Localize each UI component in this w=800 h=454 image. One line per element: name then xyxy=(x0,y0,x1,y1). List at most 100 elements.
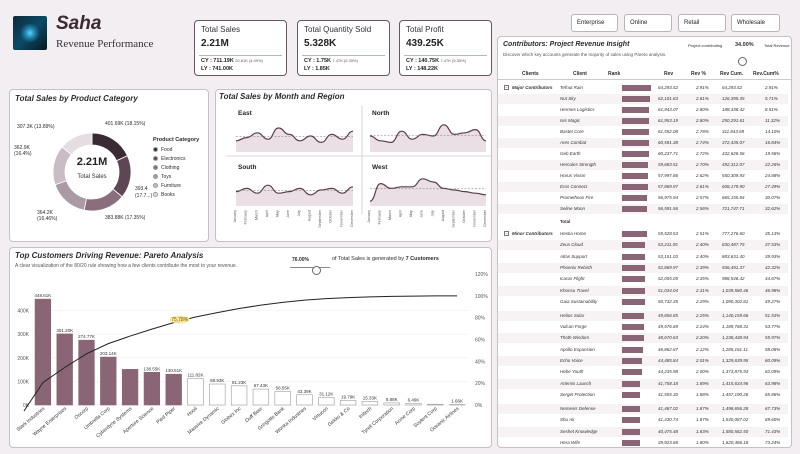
table-row[interactable]: Hera Wife 39,923.68 1.80% 1,620,486.18 73.24… xyxy=(498,438,788,447)
table-row[interactable]: Icarus Flight 52,055.05 2.35% 988,546.42 44.… xyxy=(498,274,788,284)
table-row[interactable]: Apollo Expansion 46,862.67 2.12% 1,285,161.… xyxy=(498,345,788,355)
cell-rev-cum-pct: 67.73% xyxy=(765,405,781,411)
table-row[interactable]: Echo Voice 44,485.84 2.01% 1,329,639.95 60.0… xyxy=(498,356,788,366)
cell-client: Isis Magic xyxy=(560,118,581,123)
y2-tick-label: 100% xyxy=(475,294,488,300)
col-rank[interactable]: Rank xyxy=(608,71,621,77)
cell-client: Gaia Sustainability xyxy=(560,298,598,304)
col-rev-cum[interactable]: Rev Cum. xyxy=(720,71,744,77)
table-row[interactable]: Hercules Strength 59,683.51 2.70% 492,312.0… xyxy=(498,160,788,170)
cell-rev-pct: 2.80% xyxy=(696,107,709,112)
table-group-row[interactable]: − Major Contributors xyxy=(498,83,788,93)
y2-tick-label: 120% xyxy=(475,272,488,278)
cell-rev-cum: 1,580,562.50 xyxy=(722,428,749,434)
table-row[interactable]: Hestia Home 55,528.53 2.51% 777,276.60 35.13… xyxy=(498,229,788,239)
cell-rev: 61,552.08 xyxy=(658,129,679,134)
bar-value-label: 203.14K xyxy=(100,351,117,356)
legend-item[interactable]: Furniture xyxy=(153,181,209,190)
table-row[interactable]: Atlas Support 53,151.03 2.40% 883,631.40 39.… xyxy=(498,252,788,262)
table-row[interactable]: Gaia Sustainability 50,732.35 2.29% 1,090,3… xyxy=(498,297,788,307)
table-group-row[interactable]: − Minor Contributors xyxy=(498,229,788,239)
table-row[interactable]: Nemesis Defense 41,467.02 1.87% 1,498,656.2… xyxy=(498,403,788,414)
region-panel-north: North xyxy=(369,110,487,152)
legend-item[interactable]: Electronics xyxy=(153,154,209,163)
cell-rev: 51,034.04 xyxy=(658,287,679,293)
table-row[interactable]: Isis Magic 61,953.19 2.80% 250,291.61 11.32% xyxy=(498,116,788,126)
legend-label: Furniture xyxy=(161,182,182,189)
cell-rev-cum: 311,843.69 xyxy=(722,129,745,134)
month-tick-label: February xyxy=(378,210,382,225)
region-area xyxy=(236,185,353,206)
cell-rev-cum: 250,291.61 xyxy=(722,118,745,123)
pareto-slider-handle[interactable] xyxy=(312,266,321,275)
rank-bar xyxy=(622,264,646,271)
legend-item[interactable]: Clothing xyxy=(153,163,209,172)
legend-item[interactable]: Books xyxy=(153,190,209,199)
col-rev[interactable]: Rev xyxy=(664,71,674,77)
table-row[interactable]: Serget Protection 41,555.30 1.88% 1,457,190… xyxy=(498,390,788,400)
region-panel-title: East xyxy=(238,110,253,117)
table-row[interactable]: Shu Air 41,430.74 1.87% 1,540,087.02 69.60% xyxy=(498,415,788,425)
cell-rev-cum: 432,628.56 xyxy=(722,151,745,156)
region-area xyxy=(370,178,486,206)
segment-retail-button[interactable]: Retail xyxy=(678,14,726,32)
table-row[interactable]: Prometheus Fire 56,975.94 2.57% 665,155.84 3… xyxy=(498,193,788,203)
table-row[interactable]: Vulcan Forge 49,576.69 2.24% 1,189,768.31 53… xyxy=(498,322,788,332)
donut-center-label: Total Sales xyxy=(77,174,107,180)
category-donut-card: Total Sales by Product Category 2.21M To… xyxy=(9,89,209,242)
legend-label: Books xyxy=(161,191,175,198)
collapse-icon[interactable]: − xyxy=(504,231,509,236)
cell-rev-cum-pct: 49.27% xyxy=(765,298,781,304)
cell-client: Hermes Logistics xyxy=(560,107,595,112)
cell-rev: 61,943.07 xyxy=(658,107,679,112)
table-row[interactable]: Geb Earth 60,237.71 2.72% 432,628.56 19.56% xyxy=(498,149,788,159)
legend-dot-icon xyxy=(153,174,158,179)
segment-wholesale-button[interactable]: Wholesale xyxy=(731,14,780,32)
cell-rev: 41,758.18 xyxy=(658,380,679,386)
cell-rev: 64,293.52 xyxy=(658,85,679,90)
pareto-bar xyxy=(274,391,291,406)
cell-rev-pct: 2.80% xyxy=(696,118,709,123)
collapse-icon[interactable]: − xyxy=(504,85,509,90)
pareto-slider-text: of Total Sales is generated by 7 Custome… xyxy=(332,256,439,262)
legend-item[interactable]: Toys xyxy=(153,172,209,181)
table-row[interactable]: Seline Moon 56,591.56 2.56% 721,747.71 32.62… xyxy=(498,204,788,214)
col-client[interactable]: Client xyxy=(573,71,587,77)
table-row[interactable]: Bastet Core 61,552.08 2.78% 311,843.69 14.10… xyxy=(498,127,788,137)
table-row[interactable]: Seshet Knowledge 40,475.48 1.83% 1,580,562.… xyxy=(498,426,788,437)
table-row[interactable]: Nut Sky 62,101.83 2.81% 126,395.35 5.71% xyxy=(498,94,788,104)
table-row[interactable]: Helios Solar 49,856.85 2.25% 1,140,159.66 51… xyxy=(498,310,788,321)
cell-rev-cum: 1,189,768.31 xyxy=(722,324,749,330)
contributing-slider[interactable] xyxy=(738,57,747,66)
table-row[interactable]: Artemis Launch 41,758.18 1.89% 1,415,634.96… xyxy=(498,378,788,389)
cell-rev-pct: 2.29% xyxy=(696,298,709,304)
col-rev-cum-pct[interactable]: Rev.Cum% xyxy=(753,71,779,77)
table-row[interactable]: Khonsu Travel 51,034.04 2.31% 1,039,580.46 4… xyxy=(498,285,788,296)
table-row[interactable]: Hermes Logistics 61,943.07 2.80% 188,338.42… xyxy=(498,105,788,115)
table-row[interactable]: Zeus Cloud 53,211.05 2.40% 830,487.75 37.53% xyxy=(498,240,788,251)
table-row[interactable]: Phoenix Rebirth 52,869.97 2.39% 936,491.37 4… xyxy=(498,262,788,273)
cell-rev-cum-pct: 62.09% xyxy=(765,369,781,375)
pareto-bar xyxy=(100,356,117,406)
region-line xyxy=(235,127,354,144)
table-row[interactable]: Eros Connect 57,869.97 2.61% 608,179.90 27.4… xyxy=(498,182,788,192)
y2-tick-label: 20% xyxy=(475,381,486,387)
col-rev-pct[interactable]: Rev % xyxy=(691,71,707,77)
segment-online-button[interactable]: Online xyxy=(624,14,672,32)
table-row[interactable]: Thoth Wisdom 48,670.63 2.20% 1,238,438.94 55… xyxy=(498,333,788,344)
pareto-bar xyxy=(318,397,335,406)
table-row[interactable]: Ares Combat 60,591.38 2.74% 372,435.07 16.84… xyxy=(498,138,788,148)
table-row[interactable]: Tefnut Rain 64,293.52 2.91% 64,293.52 2.91% xyxy=(498,83,788,93)
segment-enterprise-button[interactable]: Enterprise xyxy=(571,14,618,32)
region-area xyxy=(370,124,486,152)
table-row[interactable]: Hebe Youth 44,235.98 2.00% 1,373,875.93 62.0… xyxy=(498,367,788,377)
cell-rev-cum-pct: 32.62% xyxy=(765,206,781,211)
col-clients[interactable]: Clients xyxy=(522,71,539,77)
cell-client: Serget Protection xyxy=(560,391,595,397)
table-row[interactable]: Horus Vision 57,997.86 2.62% 550,309.93 24.8… xyxy=(498,171,788,181)
pareto-bar xyxy=(34,298,52,406)
legend-item[interactable]: Food xyxy=(153,145,209,154)
cell-rev: 60,237.71 xyxy=(658,151,679,156)
cell-rev-cum-pct: 73.24% xyxy=(765,439,781,445)
pareto-slider-track[interactable] xyxy=(290,267,330,268)
